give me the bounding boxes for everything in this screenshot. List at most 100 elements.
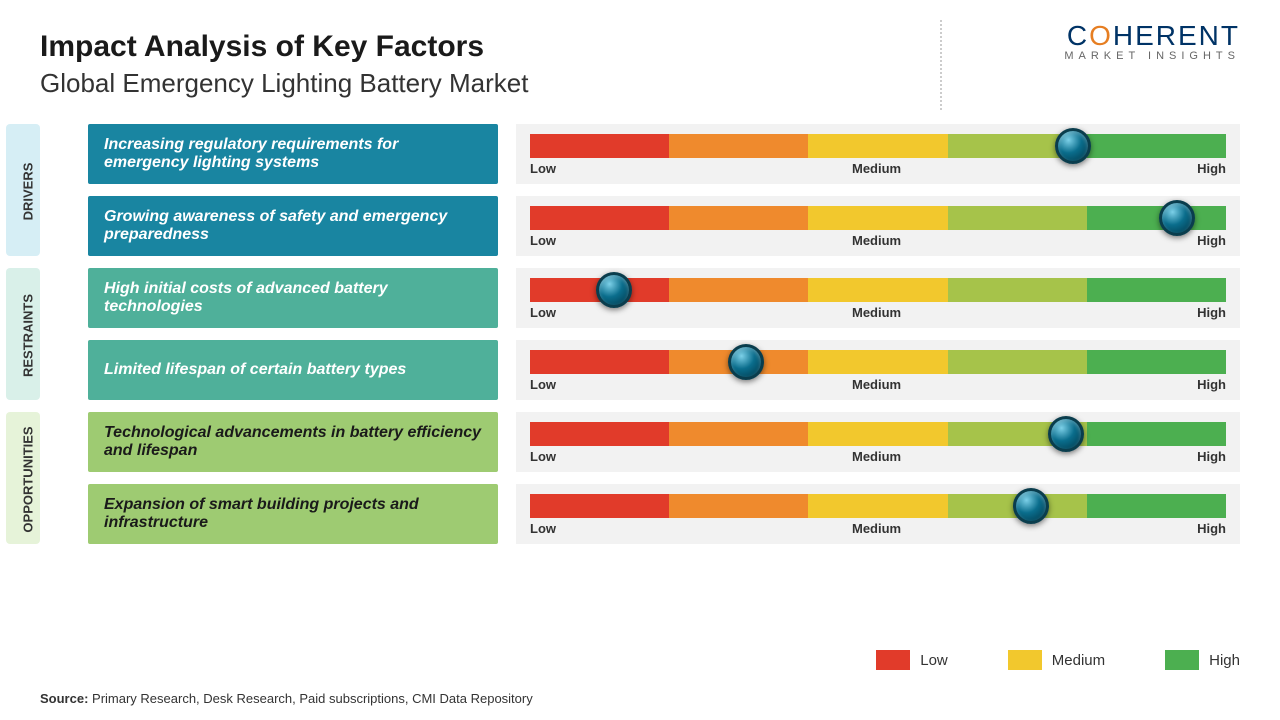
factor-row: Increasing regulatory requirements for e… [40, 124, 1280, 184]
gradient-segment [948, 278, 1087, 302]
legend-label: High [1209, 652, 1240, 669]
gradient-bar [530, 278, 1226, 302]
scale-labels: Low Medium High [530, 161, 1226, 176]
gradient-segment [808, 350, 947, 374]
scale-medium: Medium [852, 521, 901, 536]
factor-row: Technological advancements in battery ef… [40, 412, 1280, 472]
scale-high: High [1197, 449, 1226, 464]
impact-slider: Low Medium High [516, 196, 1240, 256]
page-subtitle: Global Emergency Lighting Battery Market [40, 68, 1240, 99]
scale-low: Low [530, 305, 556, 320]
scale-low: Low [530, 521, 556, 536]
factor-row: High initial costs of advanced battery t… [40, 268, 1280, 328]
gradient-segment [530, 350, 669, 374]
scale-labels: Low Medium High [530, 233, 1226, 248]
gradient-segment [808, 278, 947, 302]
logo-text: COHERENT [1064, 20, 1240, 52]
legend-swatch [1165, 650, 1199, 670]
scale-high: High [1197, 233, 1226, 248]
scale-high: High [1197, 161, 1226, 176]
impact-slider: Low Medium High [516, 484, 1240, 544]
factor-label: Limited lifespan of certain battery type… [88, 340, 498, 400]
category-label: OPPORTUNITIES [21, 420, 36, 540]
gradient-segment [1087, 350, 1226, 374]
impact-knob [596, 272, 632, 308]
impact-knob [1159, 200, 1195, 236]
scale-low: Low [530, 233, 556, 248]
gradient-segment [669, 422, 808, 446]
scale-high: High [1197, 305, 1226, 320]
gradient-segment [669, 134, 808, 158]
gradient-segment [1087, 278, 1226, 302]
scale-medium: Medium [852, 449, 901, 464]
gradient-segment [530, 206, 669, 230]
gradient-segment [948, 206, 1087, 230]
gradient-bar [530, 134, 1226, 158]
factor-row: Growing awareness of safety and emergenc… [40, 196, 1280, 256]
scale-labels: Low Medium High [530, 305, 1226, 320]
impact-knob [1055, 128, 1091, 164]
scale-medium: Medium [852, 305, 901, 320]
factor-label: Growing awareness of safety and emergenc… [88, 196, 498, 256]
impact-slider: Low Medium High [516, 340, 1240, 400]
factors-container: DRIVERS Increasing regulatory requirement… [0, 124, 1280, 544]
gradient-segment [1087, 422, 1226, 446]
page-title: Impact Analysis of Key Factors [40, 30, 1240, 64]
source-note: Source: Primary Research, Desk Research,… [40, 691, 533, 706]
gradient-segment [948, 350, 1087, 374]
legend-item: Low [876, 650, 948, 670]
category-label: DRIVERS [21, 132, 36, 252]
factor-label: High initial costs of advanced battery t… [88, 268, 498, 328]
gradient-segment [808, 206, 947, 230]
impact-knob [1013, 488, 1049, 524]
scale-labels: Low Medium High [530, 377, 1226, 392]
gradient-segment [530, 134, 669, 158]
gradient-segment [1087, 494, 1226, 518]
legend-item: Medium [1008, 650, 1105, 670]
category-label: RESTRAINTS [21, 276, 36, 396]
scale-high: High [1197, 521, 1226, 536]
legend-swatch [1008, 650, 1042, 670]
scale-high: High [1197, 377, 1226, 392]
scale-medium: Medium [852, 377, 901, 392]
logo-tagline: MARKET INSIGHTS [1064, 50, 1240, 62]
gradient-segment [1087, 206, 1226, 230]
gradient-segment [669, 278, 808, 302]
gradient-bar [530, 350, 1226, 374]
scale-labels: Low Medium High [530, 521, 1226, 536]
impact-knob [728, 344, 764, 380]
legend-label: Low [920, 652, 948, 669]
factor-row: Expansion of smart building projects and… [40, 484, 1280, 544]
impact-slider: Low Medium High [516, 124, 1240, 184]
factor-label: Expansion of smart building projects and… [88, 484, 498, 544]
scale-low: Low [530, 161, 556, 176]
gradient-segment [808, 422, 947, 446]
scale-medium: Medium [852, 233, 901, 248]
gradient-segment [1087, 134, 1226, 158]
scale-low: Low [530, 449, 556, 464]
divider-dots [940, 20, 942, 110]
impact-slider: Low Medium High [516, 268, 1240, 328]
legend-swatch [876, 650, 910, 670]
gradient-segment [669, 206, 808, 230]
scale-low: Low [530, 377, 556, 392]
gradient-bar [530, 422, 1226, 446]
factor-label: Technological advancements in battery ef… [88, 412, 498, 472]
gradient-segment [808, 494, 947, 518]
legend: Low Medium High [876, 650, 1240, 670]
gradient-segment [530, 494, 669, 518]
legend-item: High [1165, 650, 1240, 670]
scale-labels: Low Medium High [530, 449, 1226, 464]
gradient-segment [808, 134, 947, 158]
legend-label: Medium [1052, 652, 1105, 669]
factor-row: Limited lifespan of certain battery type… [40, 340, 1280, 400]
brand-logo: COHERENT MARKET INSIGHTS [1064, 20, 1240, 62]
factor-label: Increasing regulatory requirements for e… [88, 124, 498, 184]
impact-knob [1048, 416, 1084, 452]
gradient-segment [669, 494, 808, 518]
gradient-bar [530, 206, 1226, 230]
scale-medium: Medium [852, 161, 901, 176]
gradient-segment [530, 422, 669, 446]
gradient-bar [530, 494, 1226, 518]
impact-slider: Low Medium High [516, 412, 1240, 472]
